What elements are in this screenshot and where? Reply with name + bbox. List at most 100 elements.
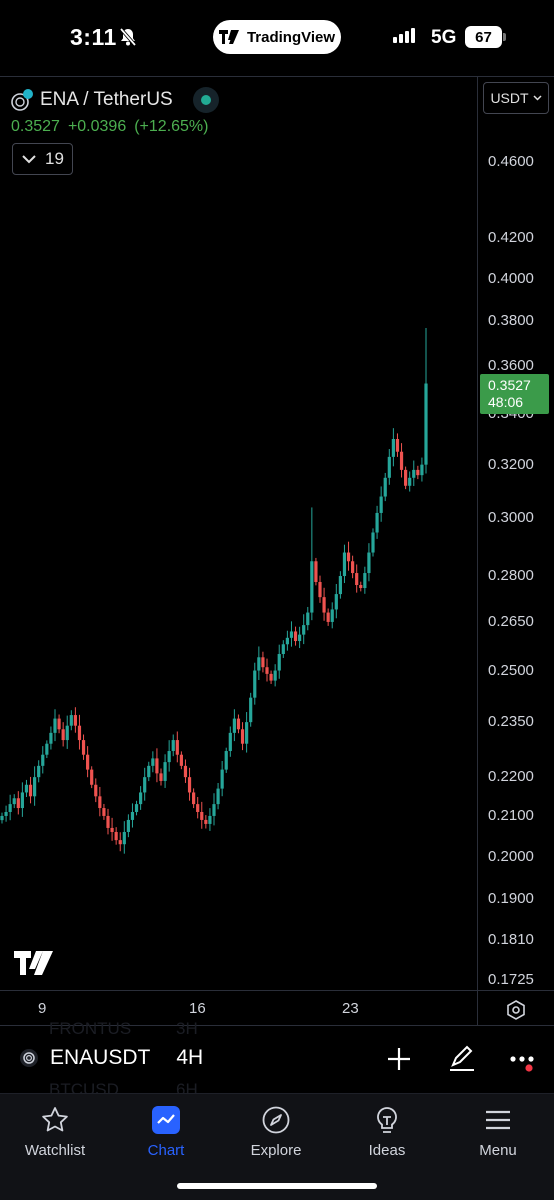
candle-body [171, 740, 175, 752]
symbol-timeframe-bar[interactable]: ENAUSDT 4H [18, 1046, 203, 1070]
candle-body [208, 815, 212, 824]
candle-body [253, 670, 257, 698]
currency-select[interactable]: USDT [483, 82, 549, 114]
candle-body [355, 573, 359, 586]
candle-body [53, 718, 57, 733]
candle-body [200, 811, 204, 820]
candle-body [73, 715, 77, 726]
tab-menu[interactable]: Menu [448, 1104, 548, 1159]
candle-body [134, 804, 139, 812]
candle-body [20, 792, 24, 809]
y-tick-label: 0.3200 [488, 455, 534, 473]
candle-body [322, 597, 326, 613]
candle-body [224, 751, 228, 770]
currency-label: USDT [490, 90, 529, 106]
tab-watchlist[interactable]: Watchlist [5, 1104, 105, 1159]
candle-body [151, 758, 155, 766]
tab-ideas[interactable]: Ideas [337, 1104, 437, 1159]
price-change-percent: (+12.65%) [134, 118, 209, 135]
chart-settings-icon[interactable] [505, 999, 527, 1026]
candle-body [45, 743, 49, 755]
price-change: +0.0396 [67, 118, 127, 135]
timeframe-button[interactable]: 4H [176, 1046, 204, 1069]
last-price-value: 0.3527 [488, 377, 531, 393]
tradingview-pill[interactable]: TradingView [213, 20, 341, 54]
bottom-tab-bar: Watchlist Chart Explore Ideas Menu [0, 1093, 554, 1200]
candle-body [420, 464, 424, 476]
candle-body [16, 798, 20, 809]
time-axis-divider [0, 990, 554, 991]
y-tick-label: 0.2000 [488, 847, 534, 865]
y-tick-label: 0.4200 [488, 228, 534, 246]
candle-body [228, 732, 232, 752]
last-price-badge: 0.3527 48:06 [480, 374, 549, 414]
more-icon[interactable] [510, 1055, 538, 1080]
candle-body [298, 634, 302, 642]
ghost-symbol: FRONTUS [49, 1019, 132, 1038]
candle-body [24, 784, 29, 793]
y-tick-label: 0.1725 [488, 971, 534, 988]
candle-body [49, 732, 53, 744]
candle-body [8, 804, 12, 812]
y-tick-label: 0.3600 [488, 357, 534, 375]
tab-label: Ideas [368, 1142, 406, 1159]
indicator-count: 19 [45, 149, 64, 168]
market-status-icon[interactable] [192, 87, 219, 113]
candle-body [412, 469, 416, 478]
y-tick-label: 0.2200 [488, 768, 534, 786]
candle-body [249, 697, 253, 723]
candle-body [289, 631, 294, 638]
candle-body [302, 625, 306, 635]
candle-body [236, 718, 241, 730]
candle-body [192, 792, 196, 805]
drawing-tool-icon[interactable] [447, 1043, 477, 1078]
symbol-button[interactable]: ENAUSDT [50, 1046, 151, 1069]
tab-chart[interactable]: Chart [116, 1104, 216, 1159]
price-axis-divider [477, 77, 478, 1025]
x-tick-label: 9 [38, 1000, 47, 1017]
y-tick-label: 0.2500 [488, 661, 534, 679]
candle-body [147, 765, 151, 778]
status-bar: 3:11 TradingView 5G 67 [0, 0, 554, 76]
candle-body [216, 788, 220, 805]
chart-bottom-divider [0, 1025, 554, 1026]
candle-body [102, 808, 106, 816]
candle-body [86, 754, 90, 770]
candle-body [4, 811, 8, 816]
y-tick-label: 0.2650 [488, 612, 534, 630]
candle-body [424, 383, 428, 465]
candle-body [383, 477, 387, 497]
candle-body [204, 819, 208, 824]
x-tick-label: 16 [189, 1000, 206, 1017]
lightbulb-icon [377, 1107, 397, 1133]
candle-body [265, 667, 269, 674]
candle-body [326, 612, 330, 622]
x-tick-label: 23 [342, 1000, 359, 1017]
candle-body [159, 773, 163, 781]
candle-body [371, 532, 375, 553]
candle-body [277, 654, 281, 671]
y-tick-label: 0.3800 [488, 312, 534, 330]
candle-body [306, 612, 310, 626]
candle-body [245, 722, 249, 744]
tab-explore[interactable]: Explore [226, 1104, 326, 1159]
candle-body [293, 631, 298, 642]
candle-body [65, 725, 69, 741]
candle-body [61, 729, 65, 741]
indicators-collapse-button[interactable]: 19 [12, 143, 73, 175]
candle-body [175, 740, 179, 755]
candle-body [118, 840, 122, 845]
candle-body [334, 594, 338, 610]
candle-body [387, 456, 391, 478]
candle-body [183, 765, 188, 778]
add-icon[interactable] [386, 1046, 412, 1077]
candle-body [33, 777, 37, 797]
ena-coin-icon [11, 89, 33, 111]
candle-body [338, 576, 342, 595]
candle-body [122, 831, 126, 845]
candle-body [41, 754, 45, 766]
candlestick-chart[interactable] [0, 77, 477, 990]
silent-bell-icon [118, 27, 138, 52]
symbol-header[interactable]: ENA / TetherUS [10, 87, 219, 113]
candle-body [57, 718, 61, 730]
